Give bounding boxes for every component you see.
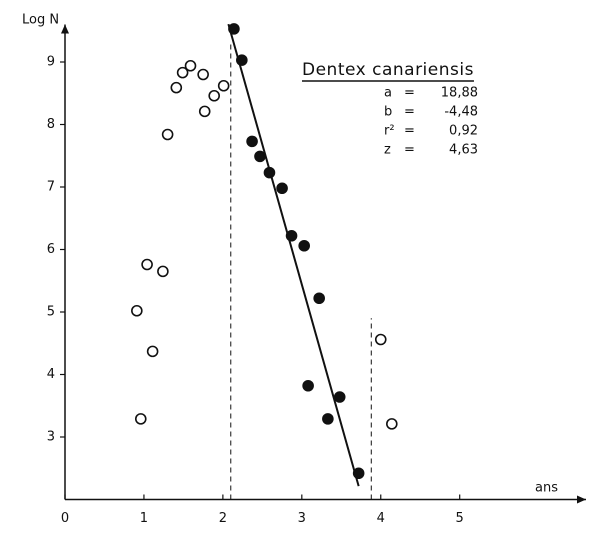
y-tick-label: 9 — [47, 55, 55, 70]
x-axis-arrow — [577, 495, 586, 504]
param-name: b — [384, 105, 392, 120]
param-equals: = — [404, 143, 415, 158]
open-point — [146, 345, 159, 358]
open-point — [170, 81, 183, 94]
filled-point — [276, 182, 288, 195]
param-name: a — [384, 86, 392, 101]
x-tick-label: 2 — [219, 511, 227, 526]
x-axis-label: ans — [535, 481, 558, 496]
open-point — [134, 413, 147, 425]
filled-point — [263, 166, 276, 179]
y-tick-label: 6 — [47, 242, 55, 257]
filled-point — [322, 413, 334, 425]
filled-point — [313, 292, 325, 305]
param-value: 4,63 — [449, 143, 478, 158]
y-tick-label: 8 — [47, 117, 55, 132]
filled-point — [352, 467, 365, 480]
y-axis-label: Log N — [22, 13, 59, 28]
open-point — [198, 105, 211, 118]
param-value: 18,88 — [441, 86, 478, 101]
open-point — [131, 304, 143, 317]
regression-line — [227, 23, 360, 487]
open-point — [217, 79, 230, 92]
param-equals: = — [404, 105, 415, 120]
y-tick-label: 5 — [47, 305, 55, 320]
param-name: z — [384, 143, 391, 158]
open-point — [176, 66, 189, 79]
x-tick-label: 0 — [61, 511, 69, 526]
filled-point — [236, 54, 248, 66]
open-point — [374, 333, 387, 346]
open-point — [157, 265, 169, 278]
param-equals: = — [404, 86, 415, 101]
open-point — [197, 68, 209, 81]
open-point — [208, 89, 220, 102]
x-tick-label: 3 — [298, 511, 306, 526]
open-point — [386, 418, 398, 430]
filled-point — [333, 391, 346, 403]
filled-point — [302, 379, 314, 392]
y-tick-label: 3 — [47, 430, 55, 445]
filled-point — [254, 150, 266, 163]
y-axis-arrow — [61, 24, 69, 34]
param-value: -4,48 — [444, 105, 478, 120]
x-tick-label: 4 — [377, 511, 385, 526]
param-equals: = — [404, 124, 415, 139]
open-point — [141, 258, 153, 271]
y-tick-label: 4 — [47, 367, 55, 382]
x-tick-label: 1 — [140, 511, 148, 526]
param-name: r² — [384, 124, 395, 139]
filled-point — [285, 229, 298, 242]
filled-point — [246, 135, 258, 148]
filled-point — [298, 239, 310, 252]
chart-title: Dentex canariensis — [302, 60, 474, 80]
y-tick-label: 7 — [47, 180, 55, 195]
filled-point — [228, 23, 240, 35]
x-tick-label: 5 — [456, 511, 464, 526]
param-value: 0,92 — [449, 124, 478, 139]
open-point — [161, 128, 174, 141]
open-point — [184, 59, 197, 72]
